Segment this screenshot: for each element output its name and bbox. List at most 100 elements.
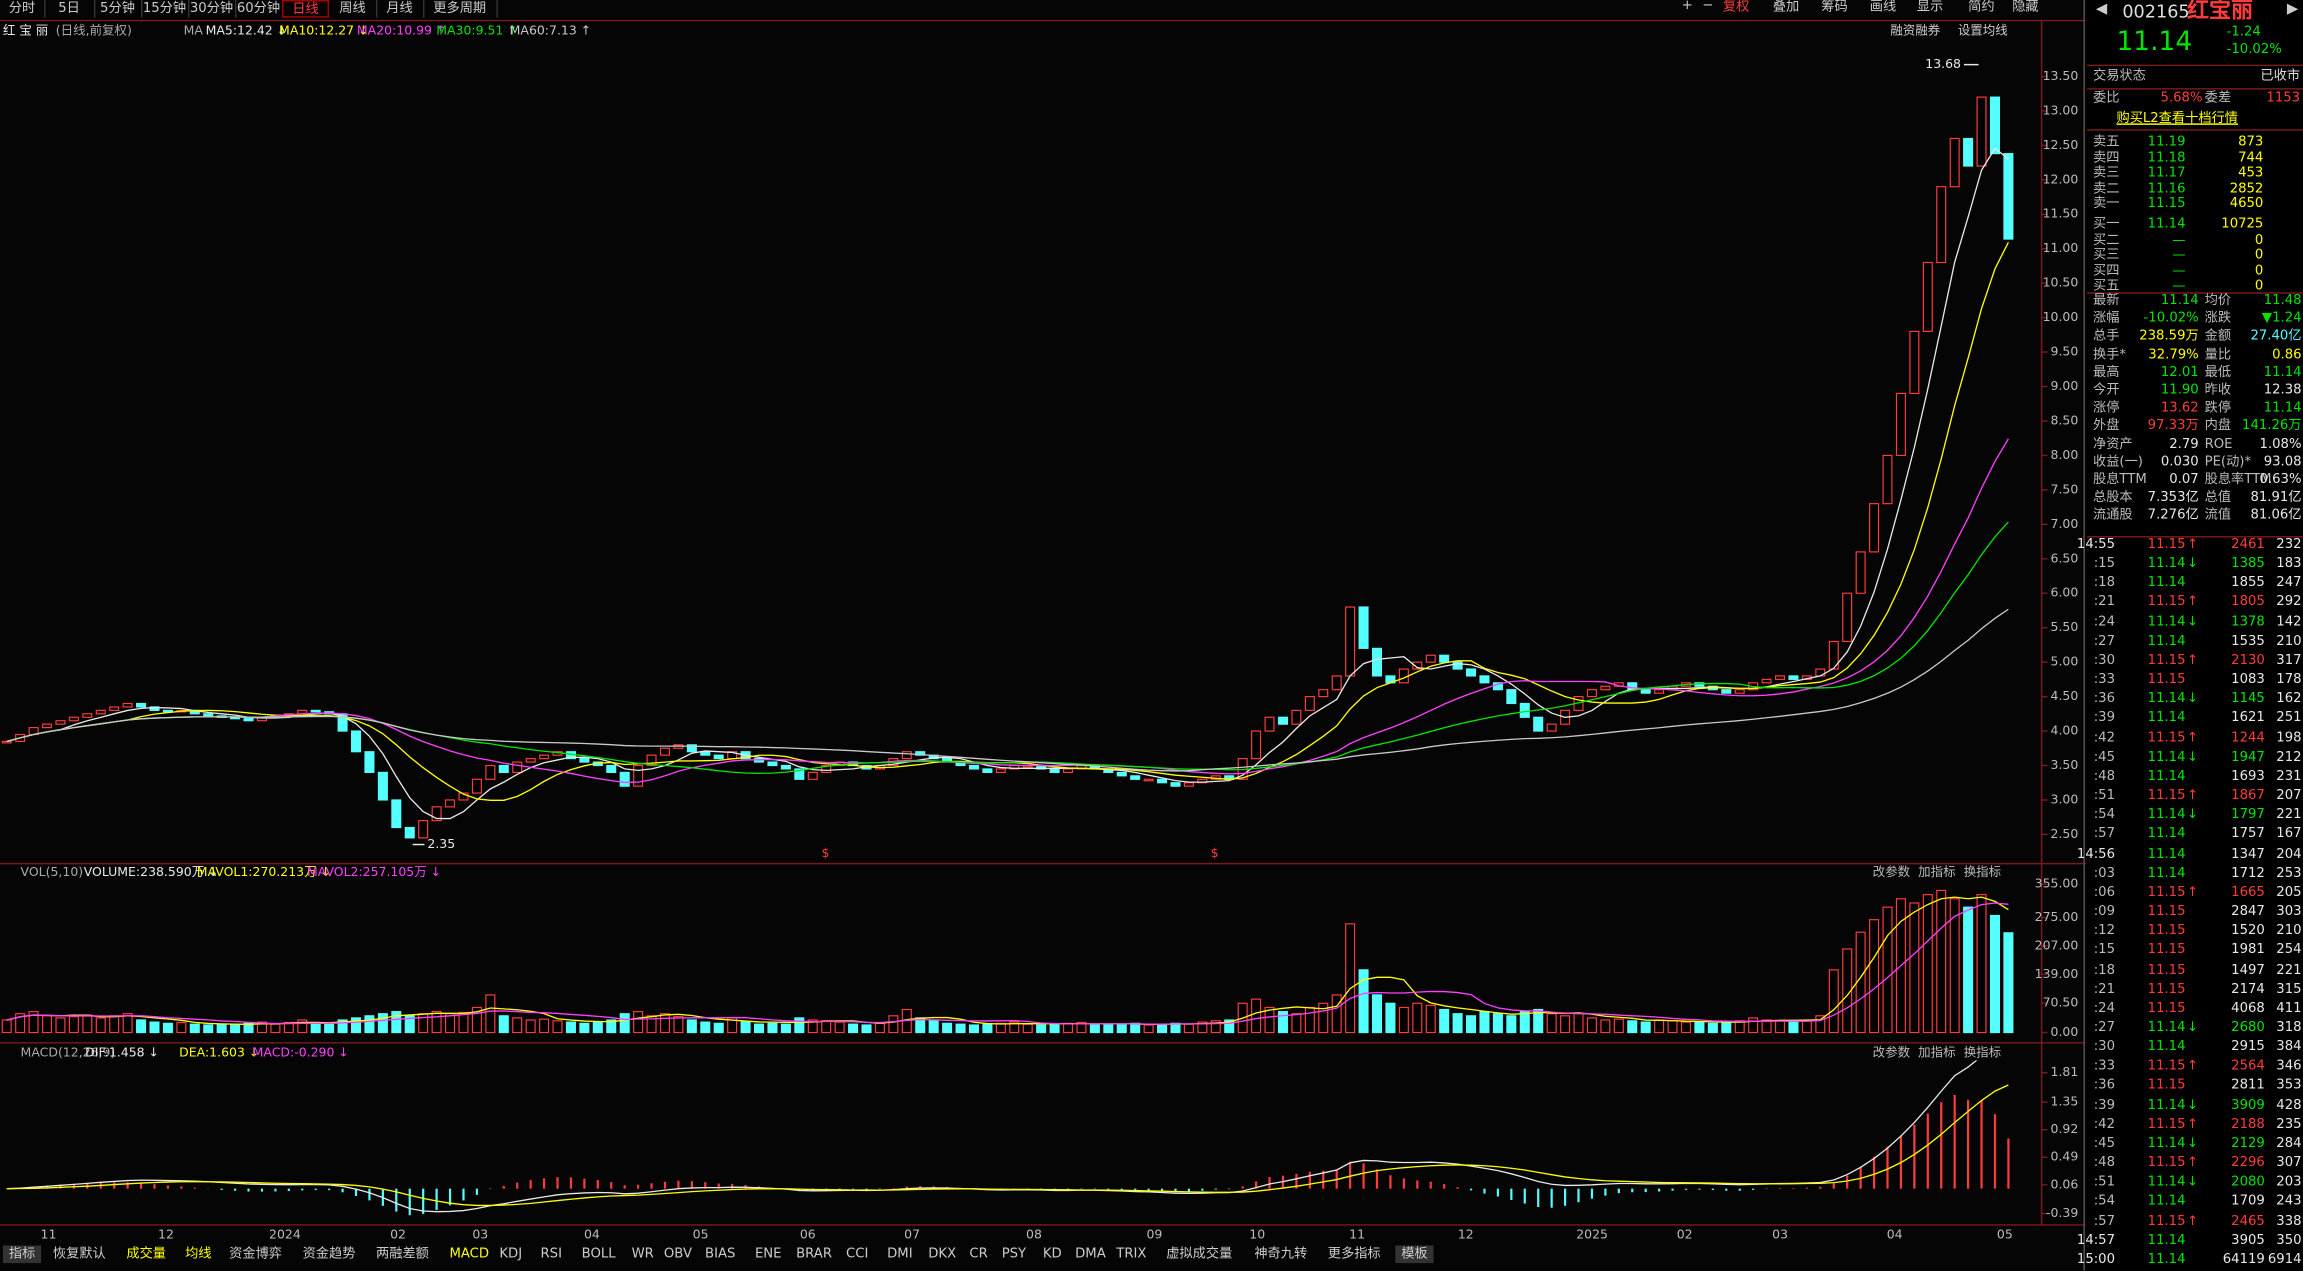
- stat-label: 换手*: [2092, 347, 2127, 363]
- y-tick-label: 275.00: [2035, 909, 2079, 924]
- period-tab[interactable]: 周线: [329, 0, 378, 18]
- volume-bar: [68, 1016, 79, 1034]
- y-tick-label: 0.06: [2051, 1176, 2079, 1191]
- tick-volume: 1867: [2231, 788, 2265, 804]
- indicator-tab[interactable]: 指标: [2, 1245, 42, 1264]
- panel-button[interactable]: 换指标: [1964, 1045, 2001, 1060]
- candle: [1251, 730, 1262, 760]
- volume-bar: [780, 1023, 791, 1034]
- tool-button[interactable]: 隐藏: [2012, 0, 2039, 15]
- tick-volume: 1693: [2231, 769, 2265, 785]
- period-tab[interactable]: 30分钟: [188, 0, 237, 18]
- zoom-in[interactable]: +: [1681, 0, 1693, 14]
- period-tab[interactable]: 更多周期: [423, 0, 498, 18]
- y-tick-label: 8.50: [2051, 412, 2079, 427]
- y-tick-label: 4.50: [2051, 688, 2079, 703]
- volume-bar: [1640, 1021, 1651, 1034]
- dif-line: [6, 1060, 2009, 1213]
- indicator-tab[interactable]: 神奇九转: [1254, 1246, 1308, 1262]
- volume-bar: [82, 1014, 93, 1034]
- indicator-tab[interactable]: TRIX: [1116, 1246, 1147, 1262]
- indicator-tab[interactable]: ENE: [754, 1246, 782, 1262]
- indicator-tab[interactable]: DMI: [887, 1246, 913, 1262]
- stat-value: 11.90: [2160, 383, 2199, 399]
- indicator-tab[interactable]: 模板: [1395, 1245, 1434, 1264]
- tool-button[interactable]: 画线: [1869, 0, 1897, 15]
- zoom-out[interactable]: −: [1702, 0, 1714, 14]
- indicator-tab[interactable]: PSY: [1001, 1246, 1027, 1262]
- indicator-tab[interactable]: 两融差额: [376, 1246, 429, 1262]
- indicator-tab[interactable]: 资金趋势: [302, 1246, 356, 1262]
- quote-panel: ◀ 002165 红宝丽 ▶ 11.14 -1.24 -10.02% 交易状态 已收市 委比 5.6…: [2077, 0, 2303, 1271]
- nav-next[interactable]: ▶: [2286, 1, 2299, 18]
- tick-count: 384: [2276, 1040, 2302, 1055]
- l2-link[interactable]: 购买L2查看十档行情: [2116, 111, 2239, 127]
- stat-value: 12.01: [2160, 365, 2199, 381]
- volume-bar: [1224, 1019, 1235, 1034]
- period-tab[interactable]: 分时: [0, 0, 46, 18]
- indicator-tab[interactable]: DMA: [1075, 1246, 1106, 1262]
- stock-title: 红宝丽: [2186, 0, 2254, 24]
- period-tab[interactable]: 5日: [44, 0, 96, 18]
- indicator-tab[interactable]: BRAR: [796, 1246, 833, 1262]
- tool-button[interactable]: 简约: [1968, 0, 1995, 15]
- tick-direction: ↑: [2186, 653, 2199, 669]
- indicator-tab[interactable]: BIAS: [705, 1246, 736, 1262]
- candle: [1452, 661, 1463, 670]
- panel-button[interactable]: 换指标: [1964, 864, 2001, 879]
- volume-bar: [1, 1019, 12, 1034]
- nav-prev[interactable]: ◀: [2095, 1, 2108, 18]
- panel-button[interactable]: 加指标: [1918, 864, 1955, 879]
- tick-count: 203: [2276, 1175, 2302, 1191]
- x-tick-label: 09: [1147, 1227, 1163, 1242]
- x-tick-label: 02: [1677, 1227, 1693, 1242]
- period-tab[interactable]: 5分钟: [94, 0, 143, 18]
- panel-button[interactable]: 加指标: [1918, 1045, 1955, 1060]
- indicator-tab[interactable]: CR: [969, 1246, 988, 1262]
- candle: [1882, 454, 1893, 505]
- indicator-tab[interactable]: 均线: [185, 1246, 212, 1262]
- indicator-tab[interactable]: 资金博弈: [229, 1246, 283, 1262]
- volume-bar: [1425, 1004, 1436, 1034]
- period-tab[interactable]: 15分钟: [141, 0, 190, 18]
- book-price: 11.14: [2147, 217, 2186, 233]
- period-tab[interactable]: 月线: [376, 0, 425, 18]
- book-level: 买二: [2092, 232, 2120, 248]
- candle: [1734, 689, 1745, 694]
- tick-price: 11.15: [2147, 982, 2186, 997]
- indicator-tab[interactable]: KD: [1042, 1246, 1062, 1262]
- period-tab[interactable]: 60分钟: [235, 0, 284, 18]
- indicator-tab[interactable]: OBV: [663, 1246, 692, 1262]
- x-tick-label: 2024: [269, 1227, 301, 1242]
- tool-button[interactable]: 叠加: [1772, 0, 1800, 15]
- indicator-tab[interactable]: RSI: [540, 1246, 562, 1262]
- volume-bar: [1680, 1021, 1692, 1034]
- panel-button[interactable]: 改参数: [1873, 864, 1911, 879]
- indicator-tab[interactable]: WR: [631, 1246, 654, 1262]
- indicator-tab[interactable]: BOLL: [581, 1246, 616, 1262]
- candle: [1143, 778, 1154, 782]
- tool-button[interactable]: 复权: [1722, 0, 1750, 15]
- candle: [1828, 640, 1839, 670]
- tool-button[interactable]: 显示: [1916, 0, 1944, 15]
- indicator-tab[interactable]: 恢复默认: [52, 1246, 106, 1262]
- indicator-tab[interactable]: 更多指标: [1327, 1246, 1381, 1262]
- indicator-tab[interactable]: 虚拟成交量: [1166, 1246, 1233, 1262]
- vol-ma-line: [6, 902, 2009, 1025]
- tick-direction: ↑: [2186, 788, 2199, 804]
- indicator-tab[interactable]: DKX: [928, 1246, 957, 1262]
- volume-bar: [1116, 1023, 1127, 1034]
- y-tick-label: 12.00: [2043, 171, 2079, 186]
- indicator-tab[interactable]: MACD: [449, 1246, 490, 1262]
- candle: [1721, 689, 1732, 694]
- panel-button[interactable]: 改参数: [1873, 1045, 1911, 1060]
- indicator-tab[interactable]: 成交量: [126, 1246, 166, 1262]
- book-price: —: [2172, 248, 2186, 264]
- period-tab[interactable]: 日线: [282, 0, 329, 18]
- indicator-tab[interactable]: CCI: [846, 1246, 869, 1262]
- tool-button[interactable]: 筹码: [1821, 0, 1848, 15]
- volume-bar: [230, 1024, 241, 1034]
- book-volume: 873: [2238, 135, 2264, 150]
- indicator-tab[interactable]: KDJ: [499, 1246, 523, 1262]
- candle: [767, 761, 778, 767]
